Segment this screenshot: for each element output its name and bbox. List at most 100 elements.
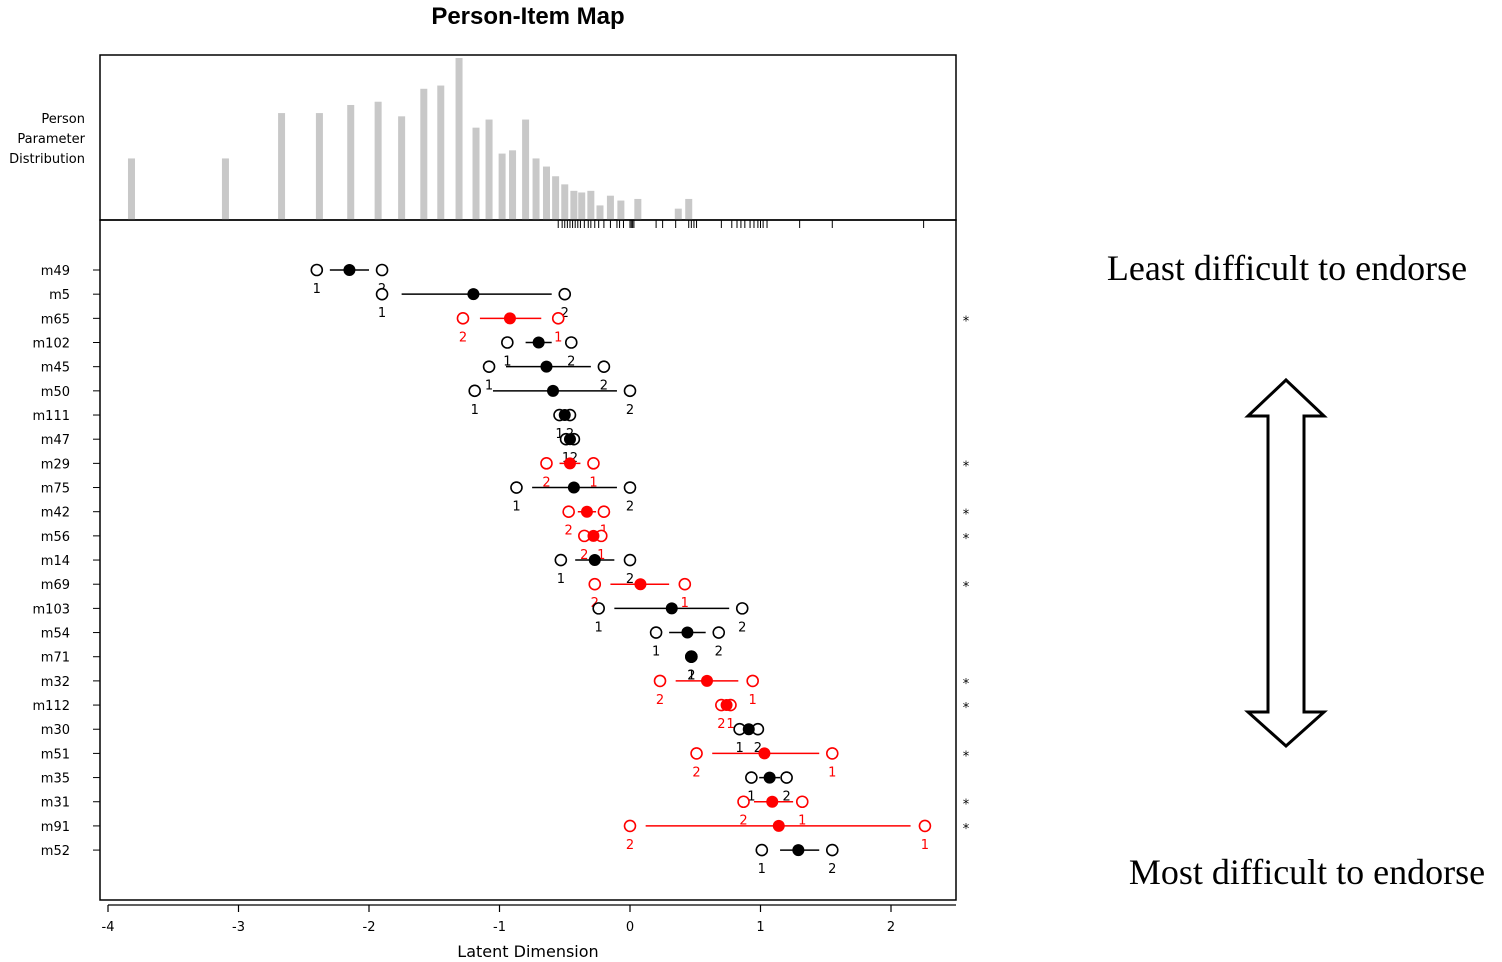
- item-location-point: [742, 723, 755, 736]
- item-location-point: [343, 264, 356, 276]
- threshold-2-marker: [588, 577, 602, 591]
- threshold-1-label: 1: [313, 282, 321, 297]
- item-label: m50: [41, 385, 70, 400]
- threshold-2-marker: [562, 505, 575, 519]
- distribution-bar: [498, 153, 506, 220]
- item-label: m69: [41, 578, 70, 593]
- threshold-2-label: 2: [692, 765, 700, 780]
- distribution-bar: [570, 190, 578, 220]
- threshold-2-marker: [623, 819, 637, 833]
- item-location-point: [665, 602, 678, 615]
- threshold-1-label: 1: [555, 427, 563, 442]
- threshold-1-label: 1: [562, 451, 570, 466]
- annotation-most-difficult: Most difficult to endorse: [1129, 852, 1485, 892]
- threshold-2-marker: [653, 674, 667, 688]
- threshold-2-marker: [712, 626, 726, 639]
- threshold-2-marker: [597, 360, 611, 373]
- threshold-2-label: 2: [754, 741, 762, 756]
- threshold-1-label: 1: [589, 475, 597, 490]
- x-tick-label: 1: [756, 920, 764, 935]
- distribution-bar: [552, 176, 560, 220]
- distribution-label-line: Distribution: [9, 152, 85, 167]
- item-location-point: [540, 360, 553, 373]
- distribution-label-line: Person: [41, 112, 85, 127]
- distribution-bar: [634, 198, 642, 220]
- threshold-2-label: 2: [656, 693, 664, 708]
- misfit-marker: *: [963, 508, 970, 523]
- threshold-1-marker: [501, 336, 514, 349]
- item-label: m42: [41, 506, 70, 521]
- distribution-bar: [578, 192, 586, 220]
- threshold-2-label: 2: [715, 645, 723, 660]
- distribution-bar: [685, 198, 693, 220]
- threshold-2-label: 2: [561, 306, 569, 321]
- threshold-1-marker: [482, 360, 496, 373]
- threshold-2-label: 2: [459, 330, 467, 345]
- misfit-marker: *: [963, 749, 970, 764]
- threshold-1-marker: [746, 674, 759, 688]
- threshold-2-label: 2: [828, 862, 836, 877]
- item-location-point: [758, 747, 771, 760]
- threshold-1-label: 1: [758, 862, 766, 877]
- threshold-1-marker: [745, 771, 758, 784]
- x-axis-label: Latent Dimension: [457, 942, 598, 961]
- distribution-bar: [127, 158, 135, 220]
- item-label: m65: [41, 312, 70, 327]
- distribution-bar: [542, 166, 550, 220]
- distribution-bar: [532, 158, 540, 220]
- distribution-bar: [596, 205, 604, 220]
- threshold-1-marker: [468, 384, 482, 398]
- misfit-marker: *: [963, 701, 970, 716]
- distribution-bar: [398, 116, 406, 220]
- threshold-1-label: 1: [378, 306, 386, 321]
- item-location-point: [685, 650, 698, 663]
- threshold-1-marker: [587, 457, 600, 470]
- threshold-1-label: 1: [471, 403, 479, 418]
- item-map-frame: [99, 219, 957, 901]
- threshold-1-marker: [310, 263, 324, 277]
- threshold-1-marker: [375, 287, 389, 301]
- item-location-point: [587, 529, 600, 542]
- item-label: m54: [41, 627, 70, 642]
- threshold-2-label: 2: [626, 838, 634, 853]
- threshold-1-label: 1: [554, 330, 562, 345]
- threshold-2-marker: [375, 263, 389, 277]
- distribution-bar: [278, 113, 286, 220]
- threshold-1-label: 1: [735, 741, 743, 756]
- x-tick-label: 2: [887, 920, 895, 935]
- threshold-2-label: 2: [782, 790, 790, 805]
- item-label: m75: [41, 482, 70, 497]
- item-location-point: [700, 674, 713, 687]
- distribution-label-line: Parameter: [17, 132, 85, 147]
- item-location-point: [558, 409, 571, 422]
- threshold-2-marker: [825, 843, 839, 857]
- threshold-1-marker: [551, 312, 565, 325]
- item-label: m14: [41, 554, 70, 569]
- threshold-1-marker: [755, 843, 769, 857]
- threshold-2-label: 2: [687, 669, 695, 684]
- item-location-point: [563, 457, 576, 470]
- threshold-1-marker: [649, 626, 663, 639]
- distribution-bar: [587, 190, 595, 220]
- item-label: m71: [41, 651, 70, 666]
- item-location-point: [567, 481, 580, 494]
- item-location-point: [792, 844, 805, 857]
- item-location-point: [547, 384, 560, 397]
- item-location-point: [763, 771, 776, 784]
- threshold-1-marker: [918, 819, 932, 833]
- threshold-2-label: 2: [542, 475, 550, 490]
- item-location-point: [766, 795, 779, 808]
- threshold-1-label: 1: [485, 379, 493, 394]
- threshold-1-marker: [597, 505, 611, 519]
- person-distribution-panel: Person Parameter Distribution: [9, 54, 957, 228]
- threshold-1-label: 1: [512, 500, 520, 515]
- threshold-2-marker: [456, 312, 470, 325]
- item-label: m51: [41, 747, 70, 762]
- double-arrow-icon: [1244, 377, 1328, 749]
- item-label: m31: [41, 796, 70, 811]
- threshold-1-label: 1: [681, 596, 689, 611]
- threshold-2-label: 2: [626, 572, 634, 587]
- item-location-point: [720, 699, 733, 712]
- item-location-point: [772, 819, 785, 832]
- threshold-1-label: 1: [921, 838, 929, 853]
